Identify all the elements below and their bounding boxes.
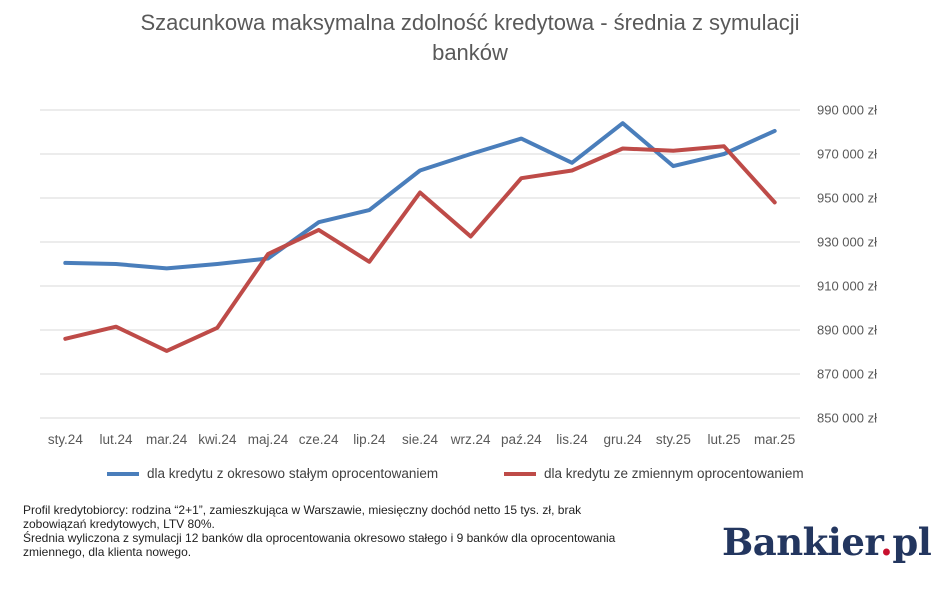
legend-item-variable-rate: dla kredytu ze zmiennym oprocentowaniem <box>504 466 804 481</box>
chart-title-line-2: banków <box>432 40 508 65</box>
legend-item-fixed-rate: dla kredytu z okresowo stałym oprocentow… <box>107 466 438 481</box>
footnote-borrower-profile: Profil kredytobiorcy: rodzina “2+1”, zam… <box>23 503 582 531</box>
x-tick-label: lut.24 <box>99 432 133 447</box>
chart-title: Szacunkowa maksymalna zdolność kredytowa… <box>0 8 940 68</box>
x-tick-label: lut.25 <box>707 432 740 447</box>
x-axis-tick-labels: sty.24 lut.24 mar.24 kwi.24 maj.24 cze.24 lip.… <box>48 432 795 447</box>
x-tick-label: paź.24 <box>501 432 542 447</box>
legend-label-fixed-rate: dla kredytu z okresowo stałym oprocentow… <box>147 466 439 481</box>
y-axis-tick-labels: 850 000 zł 870 000 zł 890 000 zł 910 000 zł… <box>817 103 877 426</box>
x-tick-label: lis.24 <box>556 432 588 447</box>
x-tick-label: kwi.24 <box>198 432 237 447</box>
y-tick-label: 970 000 zł <box>817 147 877 162</box>
x-tick-label: sie.24 <box>402 432 439 447</box>
legend-swatch-variable-rate <box>504 471 536 476</box>
line-chart: 850 000 zł 870 000 zł 890 000 zł 910 000 zł… <box>40 103 877 447</box>
y-tick-label: 950 000 zł <box>817 191 877 206</box>
x-tick-label: sty.24 <box>48 432 84 447</box>
logo-dot: . <box>879 520 893 564</box>
legend-swatch-fixed-rate <box>107 471 139 476</box>
y-tick-label: 930 000 zł <box>817 235 877 250</box>
x-tick-label: mar.24 <box>146 432 188 447</box>
x-tick-label: lip.24 <box>353 432 386 447</box>
footnote-methodology: Średnia wyliczona z symulacji 12 banków … <box>23 531 616 559</box>
y-tick-label: 850 000 zł <box>817 411 877 426</box>
y-tick-label: 890 000 zł <box>817 323 877 338</box>
footnote: Profil kredytobiorcy: rodzina “2+1”, zam… <box>23 503 643 559</box>
x-tick-label: sty.25 <box>656 432 691 447</box>
x-tick-label: gru.24 <box>604 432 643 447</box>
bankier-logo: Bankier.pl <box>722 520 932 564</box>
x-tick-label: cze.24 <box>299 432 339 447</box>
legend: dla kredytu z okresowo stałym oprocentow… <box>0 466 948 486</box>
legend-label-variable-rate: dla kredytu ze zmiennym oprocentowaniem <box>544 466 804 481</box>
x-tick-label: mar.25 <box>754 432 795 447</box>
y-tick-label: 910 000 zł <box>817 279 877 294</box>
x-tick-label: maj.24 <box>248 432 289 447</box>
logo-text: Bankier <box>722 520 880 564</box>
chart-title-line-1: Szacunkowa maksymalna zdolność kredytowa… <box>140 10 800 35</box>
gridlines <box>40 109 800 419</box>
y-tick-label: 870 000 zł <box>817 367 877 382</box>
y-tick-label: 990 000 zł <box>817 103 877 118</box>
logo-suffix: pl <box>892 520 932 564</box>
series-line-variable-rate <box>63 144 777 353</box>
x-tick-label: wrz.24 <box>450 432 491 447</box>
series-lines <box>63 121 777 353</box>
